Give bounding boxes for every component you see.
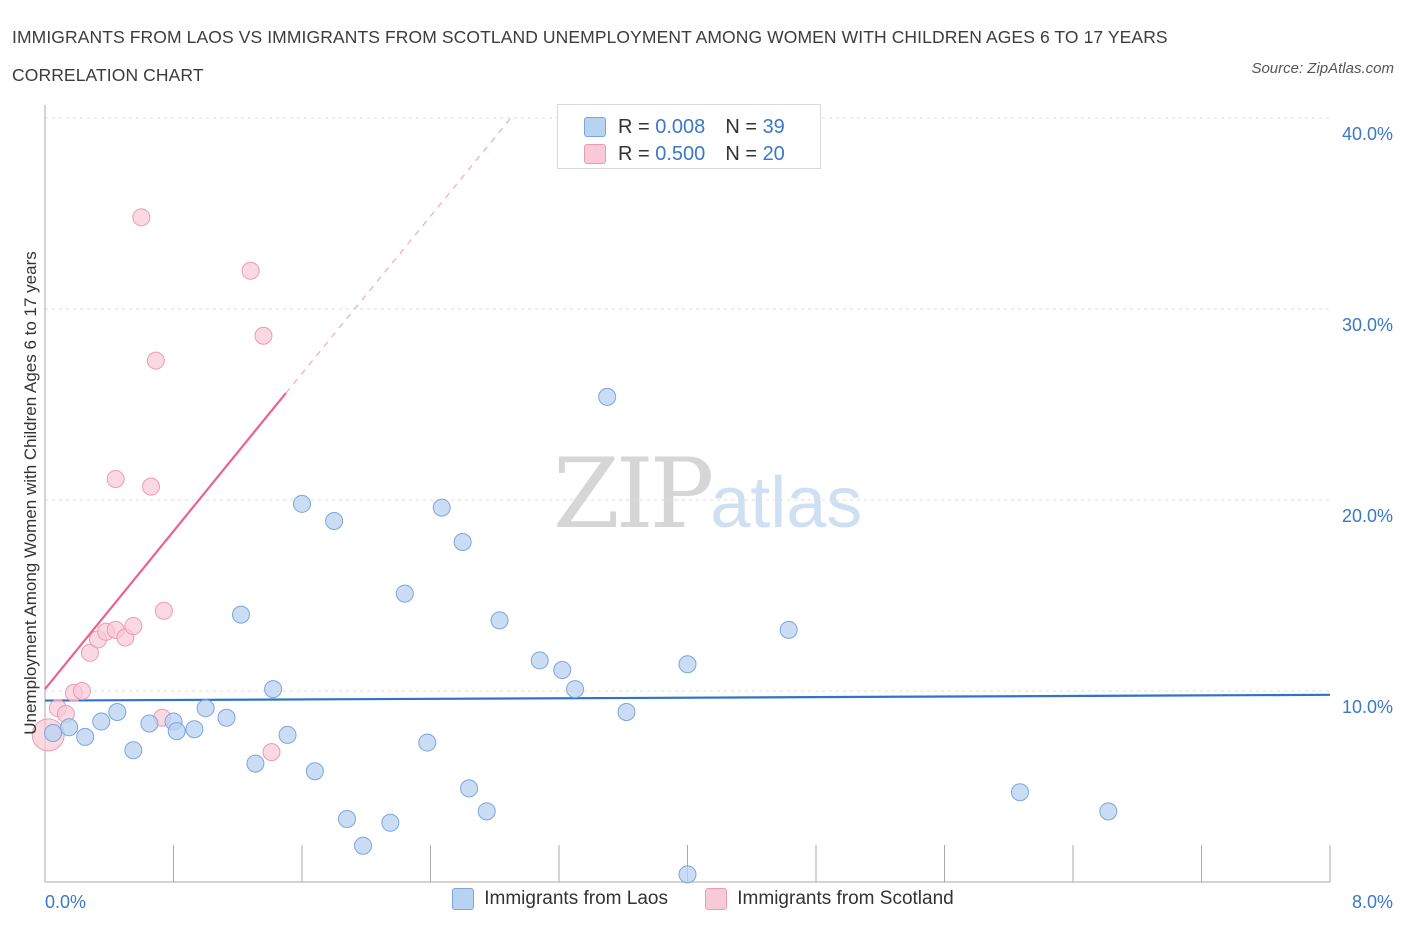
point-laos	[92, 712, 111, 731]
point-laos	[1099, 802, 1118, 821]
point-laos	[530, 651, 549, 670]
stats-row-laos: R = 0.008 N = 39	[584, 114, 785, 140]
point-laos	[76, 727, 95, 746]
point-laos	[477, 802, 496, 821]
point-laos	[231, 605, 250, 624]
legend-item-laos: Immigrants from Laos	[452, 888, 668, 910]
point-laos	[246, 754, 265, 773]
point-scotland	[262, 743, 281, 762]
point-laos	[553, 660, 572, 679]
stats-swatch-scotland	[584, 144, 606, 164]
point-scotland	[154, 601, 173, 620]
point-laos	[264, 680, 283, 699]
watermark-atlas: atlas	[710, 463, 863, 543]
point-laos	[305, 762, 324, 781]
tick-labels: 10.0% 20.0% 30.0% 40.0% 0.0% 8.0%	[45, 124, 1393, 912]
point-laos	[490, 611, 509, 630]
point-laos	[293, 494, 311, 513]
source-label: Source: ZipAtlas.com	[1251, 60, 1394, 77]
legend-label-scotland: Immigrants from Scotland	[737, 888, 954, 909]
point-scotland	[241, 261, 260, 280]
stats-n-laos: 39	[762, 115, 785, 138]
point-laos	[108, 703, 127, 722]
point-laos	[460, 779, 479, 798]
point-scotland	[124, 617, 143, 636]
point-laos	[185, 720, 204, 739]
point-laos	[566, 680, 585, 699]
y-tick-label: 30.0%	[1342, 315, 1393, 335]
x-tick-label: 8.0%	[1352, 892, 1393, 912]
watermark: ZIPatlas	[553, 438, 862, 550]
stats-r-laos: 0.008	[655, 115, 706, 138]
x-tick-label: 0.0%	[45, 892, 86, 912]
point-laos	[354, 836, 373, 855]
point-laos	[1010, 783, 1029, 802]
point-laos	[453, 533, 472, 552]
point-laos	[217, 708, 236, 727]
y-tick-label: 40.0%	[1342, 124, 1393, 144]
stats-n-scotland: 20	[762, 142, 785, 165]
stats-row-scotland: R = 0.500 N = 20	[584, 141, 785, 167]
axes	[44, 105, 1331, 883]
stats-n-label-scotland: N =	[725, 142, 763, 165]
chart-title: IMMIGRANTS FROM LAOS VS IMMIGRANTS FROM …	[12, 27, 1168, 85]
point-laos	[381, 813, 400, 832]
point-laos	[617, 703, 636, 722]
point-laos	[678, 865, 697, 884]
point-laos	[44, 724, 63, 743]
legend: Immigrants from Laos Immigrants from Sco…	[0, 888, 1406, 916]
stats-swatch-laos	[584, 117, 606, 137]
point-laos	[337, 809, 356, 828]
data-points	[31, 208, 1118, 884]
legend-swatch-laos	[452, 888, 475, 910]
point-laos	[167, 722, 186, 741]
legend-item-scotland: Immigrants from Scotland	[705, 888, 954, 910]
point-scotland	[254, 326, 273, 345]
point-laos	[395, 584, 414, 603]
point-scotland	[146, 351, 165, 370]
point-scotland	[106, 469, 125, 488]
legend-label-laos: Immigrants from Laos	[484, 888, 668, 909]
point-laos	[418, 733, 437, 752]
point-laos	[278, 725, 297, 744]
trend-lines	[44, 117, 1331, 702]
y-axis-label: Unemployment Among Women with Children A…	[21, 251, 40, 735]
point-scotland	[142, 477, 161, 496]
stats-r-label-scotland: R =	[618, 142, 656, 165]
gridlines	[45, 117, 1330, 692]
point-laos	[325, 512, 344, 531]
stats-r-scotland: 0.500	[655, 142, 706, 165]
point-scotland	[72, 682, 91, 700]
point-scotland	[132, 208, 151, 227]
point-laos	[678, 655, 697, 674]
point-scotland	[80, 643, 99, 662]
stats-n-label-laos: N =	[725, 115, 763, 138]
stats-r-label-laos: R =	[618, 115, 656, 138]
trend-line-laos	[44, 693, 1331, 702]
point-laos	[432, 498, 451, 517]
y-tick-label: 20.0%	[1342, 506, 1393, 526]
point-laos	[124, 741, 143, 760]
trend-line-scotland-extension	[285, 117, 512, 394]
watermark-zip: ZIP	[553, 438, 714, 550]
legend-swatch-scotland	[705, 888, 728, 910]
point-laos	[779, 620, 798, 639]
y-tick-label: 10.0%	[1342, 697, 1393, 717]
point-laos	[598, 387, 617, 406]
trend-line-scotland	[44, 392, 287, 690]
point-laos	[60, 718, 79, 737]
point-laos	[140, 714, 159, 733]
point-laos	[196, 699, 215, 718]
stats-box: R = 0.008 N = 39 R = 0.500 N = 20	[557, 104, 821, 169]
